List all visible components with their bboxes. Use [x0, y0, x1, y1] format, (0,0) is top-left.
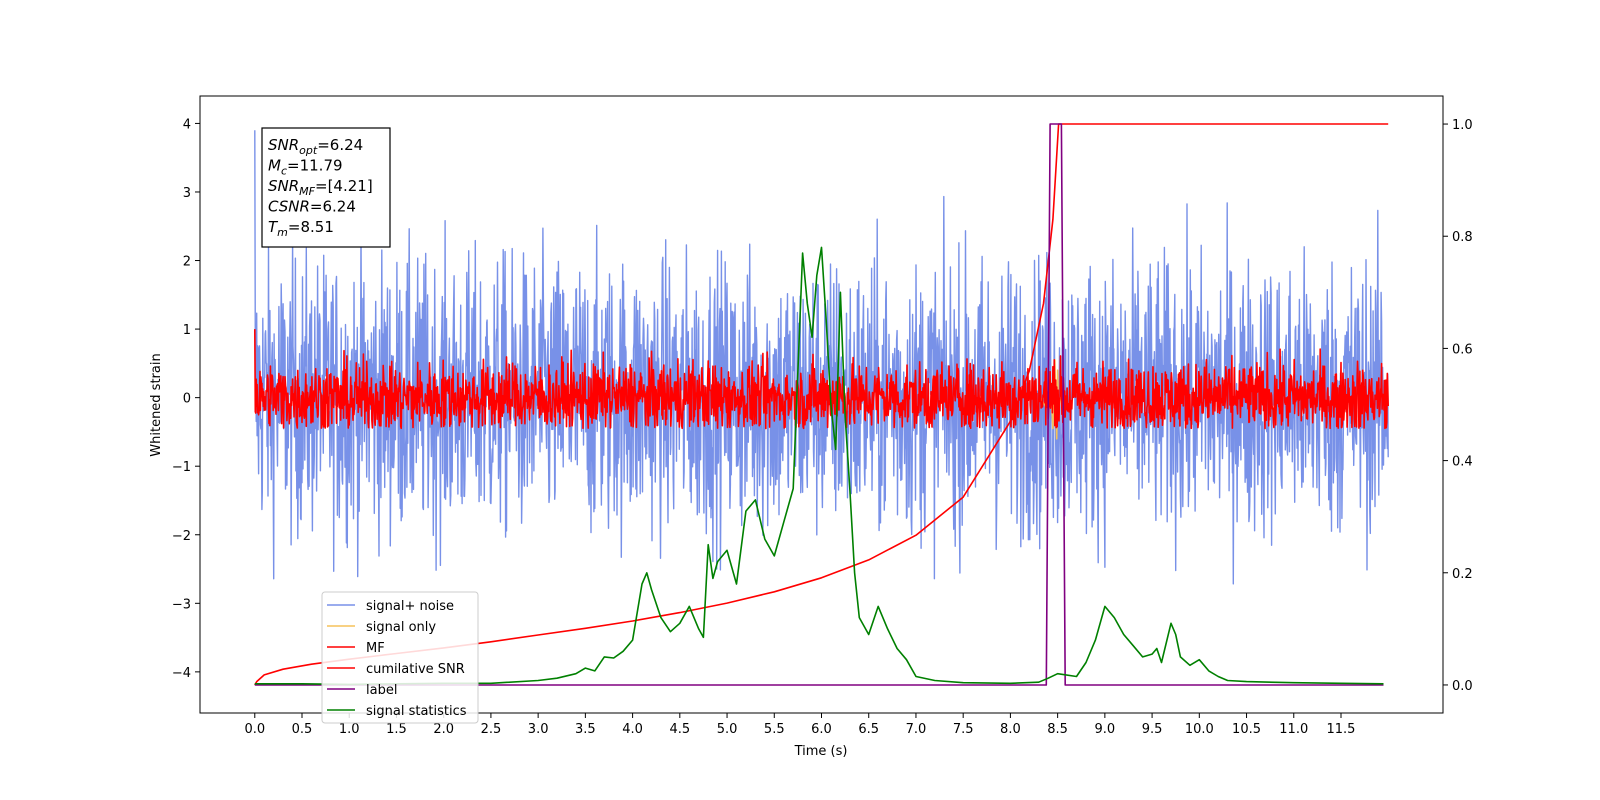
x-tick-label: 0.5 — [292, 722, 313, 737]
x-tick-label: 2.0 — [433, 722, 454, 737]
y2-tick-label: 0.4 — [1452, 455, 1473, 470]
x-tick-label: 9.5 — [1142, 722, 1163, 737]
legend-frame — [321, 591, 479, 724]
x-tick-label: 7.0 — [906, 722, 927, 737]
y-axis-left: −4 −3 −2 −1 0 1 2 3 4 — [172, 117, 200, 681]
annotation-line: Tm=8.51 — [268, 218, 334, 239]
annotation-line: SNRMF=[4.21] — [268, 177, 373, 198]
legend-label: signal statistics — [366, 704, 467, 719]
legend-label: signal+ noise — [366, 599, 454, 614]
x-tick-label: 11.0 — [1279, 722, 1308, 737]
x-tick-label: 1.0 — [339, 722, 360, 737]
x-axis: 0.0 0.5 1.0 1.5 2.0 2.5 3.0 3.5 4.0 4.5 5.0 5.5 6.0 6… — [244, 713, 1355, 737]
x-tick-label: 8.0 — [1000, 722, 1021, 737]
x-axis-label: Time (s) — [794, 744, 848, 759]
annotation-line: CSNR=6.24 — [268, 198, 356, 216]
x-tick-label: 3.5 — [575, 722, 596, 737]
series-mf — [254, 329, 1389, 430]
y-tick-label: −3 — [172, 597, 191, 612]
x-tick-label: 9.0 — [1095, 722, 1116, 737]
series-signal-statistics — [254, 246, 1384, 686]
x-tick-label: 10.0 — [1185, 722, 1214, 737]
y-tick-label: −1 — [172, 460, 191, 475]
x-tick-label: 6.5 — [858, 722, 879, 737]
series-label — [254, 123, 1384, 686]
legend-label: label — [366, 683, 397, 698]
y2-tick-label: 1.0 — [1452, 118, 1473, 133]
x-tick-label: 11.5 — [1327, 722, 1356, 737]
annotation-box: SNRopt=6.24Mc=11.79SNRMF=[4.21]CSNR=6.24… — [261, 127, 391, 248]
legend-label: cumilative SNR — [366, 662, 465, 677]
legend-label: signal only — [366, 620, 436, 635]
y-axis-label: Whitened strain — [149, 353, 164, 456]
x-tick-label: 7.5 — [953, 722, 974, 737]
y2-tick-label: 0.0 — [1452, 679, 1473, 694]
x-tick-label: 10.5 — [1232, 722, 1261, 737]
annotation-line: SNRopt=6.24 — [268, 136, 363, 157]
y-tick-label: 2 — [183, 255, 191, 270]
x-tick-label: 3.0 — [528, 722, 549, 737]
x-tick-label: 4.5 — [669, 722, 690, 737]
annotation-line: Mc=11.79 — [268, 157, 343, 178]
legend-label: MF — [366, 641, 385, 656]
x-tick-label: 8.5 — [1047, 722, 1068, 737]
y-tick-label: −4 — [172, 666, 191, 681]
x-tick-label: 1.5 — [386, 722, 407, 737]
legend: signal+ noise signal only MF cumilative SNR… — [321, 591, 479, 724]
series-signal-noise — [254, 130, 1389, 585]
y2-tick-label: 0.8 — [1452, 230, 1473, 245]
y-axis-right: 0.0 0.2 0.4 0.6 0.8 1.0 — [1443, 118, 1473, 694]
x-tick-label: 5.5 — [764, 722, 785, 737]
y2-tick-label: 0.6 — [1452, 342, 1473, 357]
x-tick-label: 0.0 — [244, 722, 265, 737]
y-tick-label: 3 — [183, 186, 191, 201]
y-tick-label: 1 — [183, 323, 191, 338]
x-tick-label: 5.0 — [717, 722, 738, 737]
x-tick-label: 2.5 — [481, 722, 502, 737]
annotation-frame — [261, 127, 391, 248]
plot-area — [254, 123, 1389, 686]
series-cumilative-snr — [254, 123, 1389, 686]
y-tick-label: 0 — [183, 392, 191, 407]
y-tick-label: 4 — [183, 117, 191, 132]
y-tick-label: −2 — [172, 529, 191, 544]
y2-tick-label: 0.2 — [1452, 567, 1473, 582]
x-tick-label: 4.0 — [622, 722, 643, 737]
x-tick-label: 6.0 — [811, 722, 832, 737]
